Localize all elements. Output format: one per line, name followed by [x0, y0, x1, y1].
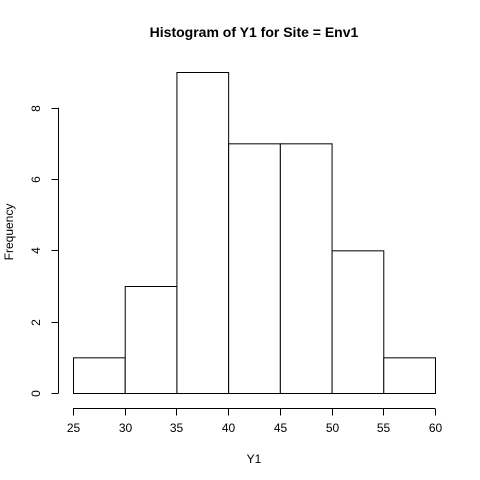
histogram-bar	[383, 357, 436, 395]
chart-title: Histogram of Y1 for Site = Env1	[150, 24, 359, 40]
y-tick-label: 4	[29, 247, 43, 254]
y-axis-label: Frequency	[2, 204, 16, 261]
y-tick-label: 0	[29, 390, 43, 397]
bars-group	[73, 72, 436, 395]
x-tick-label: 55	[377, 421, 391, 435]
histogram-bar	[331, 250, 385, 394]
y-tick-label: 6	[29, 176, 43, 183]
x-tick-label: 60	[429, 421, 443, 435]
x-tick-label: 45	[274, 421, 288, 435]
x-tick-label: 30	[119, 421, 133, 435]
histogram-bar	[279, 143, 333, 394]
histogram-bar	[228, 143, 281, 394]
x-tick-label: 40	[222, 421, 236, 435]
x-axis: 25 30 35 40 45 50 55 60	[67, 408, 443, 435]
y-axis: 0 2 4 6 8	[29, 105, 59, 397]
x-tick-label: 25	[67, 421, 81, 435]
x-axis-label: Y1	[247, 452, 262, 466]
x-tick-label: 50	[326, 421, 340, 435]
histogram-bar	[176, 72, 230, 394]
y-tick-label: 2	[29, 319, 43, 326]
y-tick-label: 8	[29, 105, 43, 112]
histogram-bar	[124, 286, 178, 394]
histogram-bar	[73, 357, 126, 395]
x-tick-label: 35	[170, 421, 184, 435]
